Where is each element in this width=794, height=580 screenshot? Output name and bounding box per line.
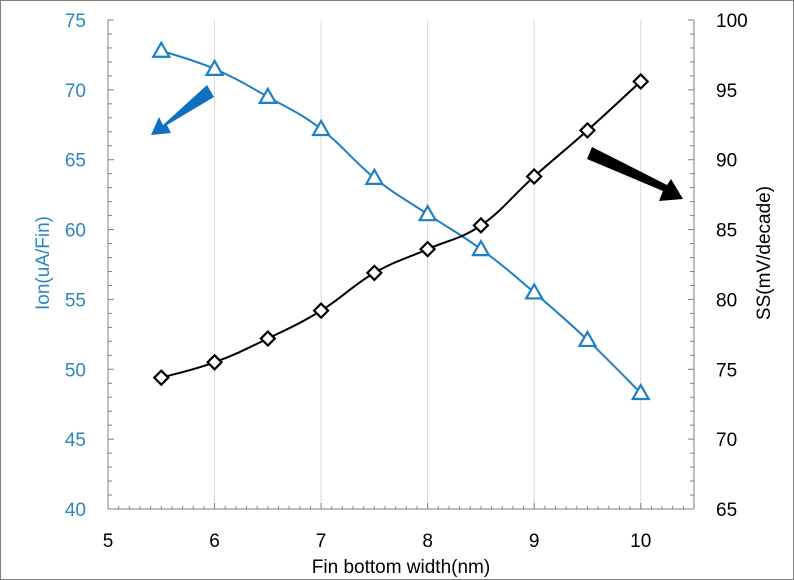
ion-triangle-marker: [204, 58, 225, 77]
y-left-tick-label: 75: [65, 11, 86, 32]
y-right-axis-title: SS(mV/decade): [754, 186, 775, 320]
y-left-tick-label: 45: [65, 430, 86, 451]
grid-lines: [214, 20, 642, 509]
ss-diamond-marker: [525, 167, 543, 186]
y-right-tick-label: 70: [716, 430, 737, 451]
y-right-tick-label: 85: [716, 221, 737, 242]
ss-diamond-marker: [578, 121, 597, 139]
ss-diamond-marker: [365, 264, 383, 282]
tick-labels: 40 45 50 55 60 65 70 75 65 70 75 80 85 90 95 100 5 6 7 8 9 10: [65, 11, 748, 552]
ion-triangle-marker: [417, 203, 438, 222]
ion-triangle-marker: [364, 167, 385, 185]
y-left-tick-label: 40: [65, 500, 86, 521]
axes: [107, 19, 695, 510]
ion-triangle-marker: [311, 118, 331, 137]
ion-triangle-marker: [577, 329, 598, 348]
x-tick-label: 9: [529, 531, 540, 552]
ss-diamond-marker: [472, 216, 490, 234]
y-left-tick-label: 60: [65, 221, 86, 242]
y-right-tick-label: 90: [716, 151, 737, 172]
x-tick-label: 8: [422, 531, 433, 552]
y-left-axis-title: Ion(uA/Fin): [33, 216, 54, 310]
x-axis-title: Fin bottom width(nm): [312, 557, 490, 578]
right-axis-pointer-arrow: [587, 147, 683, 201]
ss-diamond-marker: [205, 353, 224, 371]
ion-series-line: [160, 49, 642, 394]
left-axis-pointer-arrow: [151, 85, 214, 135]
y-left-tick-label: 65: [65, 151, 86, 172]
ion-triangle-marker: [471, 238, 491, 257]
ss-diamond-marker: [152, 369, 170, 387]
x-tick-label: 6: [209, 531, 220, 552]
ion-triangle-marker: [524, 282, 545, 300]
ion-triangle-marker: [630, 382, 651, 401]
y-right-tick-label: 75: [716, 360, 737, 381]
annotation-arrows: [151, 85, 683, 201]
y-right-tick-label: 95: [716, 81, 737, 102]
ss-diamond-marker: [632, 72, 650, 91]
y-right-tick-label: 80: [716, 290, 737, 311]
ss-diamond-marker: [259, 329, 277, 348]
ss-diamond-marker: [312, 302, 330, 320]
y-left-tick-label: 55: [65, 290, 86, 311]
ss-series-line: [160, 80, 642, 379]
y-right-tick-label: 65: [716, 500, 737, 521]
series: [151, 40, 651, 401]
x-tick-label: 10: [630, 531, 651, 552]
y-left-tick-label: 70: [65, 81, 86, 102]
ss-diamond-marker: [419, 240, 437, 258]
y-right-tick-label: 100: [716, 11, 748, 32]
ion-triangle-marker: [257, 86, 278, 104]
ion-triangle-marker: [151, 40, 172, 58]
x-tick-label: 7: [316, 531, 327, 552]
x-tick-label: 5: [103, 531, 114, 552]
y-left-tick-label: 50: [65, 360, 86, 381]
